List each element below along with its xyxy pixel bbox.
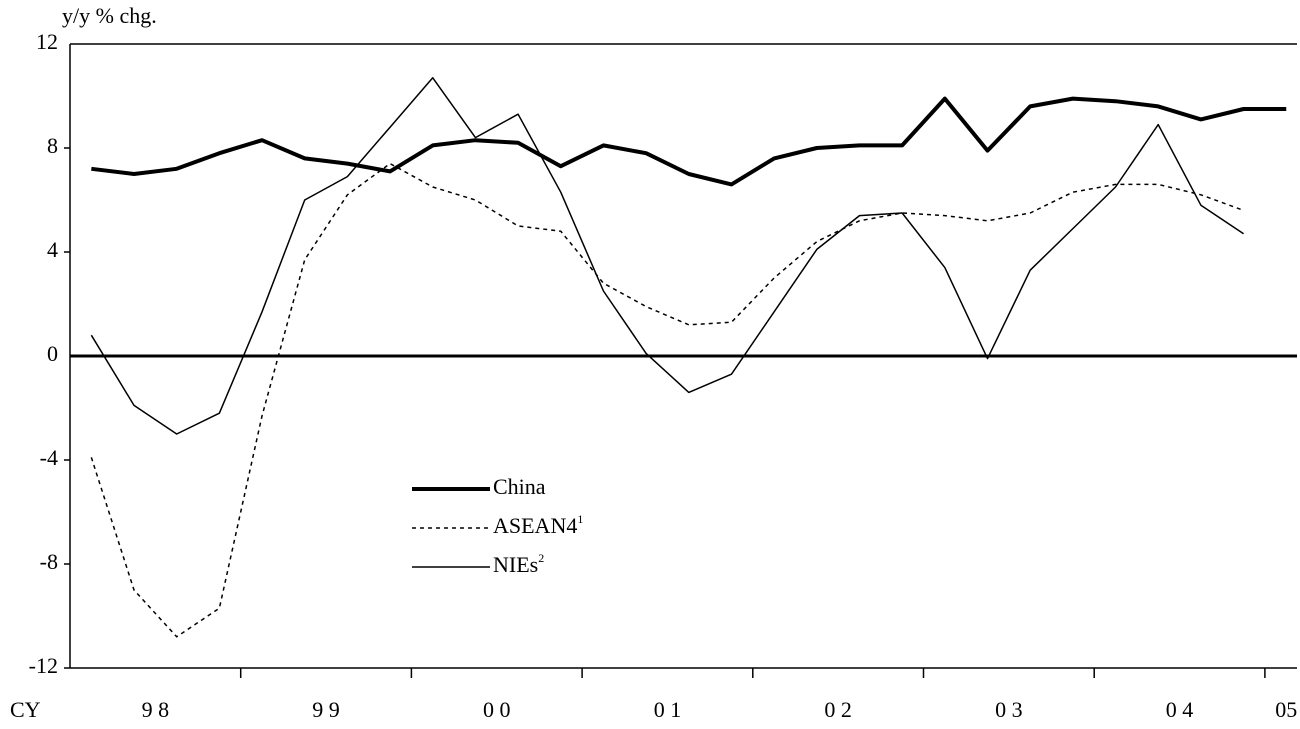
- x-tick-label: 0 4: [1166, 697, 1194, 722]
- x-tick-label: 0 2: [824, 697, 852, 722]
- legend-label: ASEAN41: [493, 512, 583, 538]
- y-tick-label: 12: [36, 29, 58, 54]
- legend-label: NIEs2: [493, 551, 544, 577]
- x-tick-label: 0 0: [483, 697, 511, 722]
- y-tick-label: -12: [29, 653, 58, 678]
- x-tick-label: 0 1: [654, 697, 682, 722]
- legend-name: China: [493, 474, 546, 499]
- x-tick-label: 9 8: [142, 697, 170, 722]
- legend-footnote: 2: [538, 551, 544, 565]
- legend-name: NIEs: [493, 552, 538, 577]
- x-tick-label: 05: [1275, 697, 1297, 722]
- y-tick-label: 0: [47, 341, 58, 366]
- legend-footnote: 1: [577, 512, 583, 526]
- y-tick-label: -8: [40, 549, 58, 574]
- series-line: [91, 96, 1287, 187]
- y-axis-title: y/y % chg.: [62, 3, 157, 28]
- y-tick-label: -4: [40, 445, 58, 470]
- y-tick-label: 8: [47, 133, 58, 158]
- x-tick-label: 9 9: [312, 697, 340, 722]
- series-line: [90, 162, 1244, 638]
- legend-label: China: [493, 474, 546, 499]
- legend-name: ASEAN4: [493, 513, 577, 538]
- series-line: [90, 77, 1244, 435]
- x-tick-label: 0 3: [995, 697, 1023, 722]
- x-prefix: CY: [10, 697, 41, 722]
- y-tick-label: 4: [47, 237, 58, 262]
